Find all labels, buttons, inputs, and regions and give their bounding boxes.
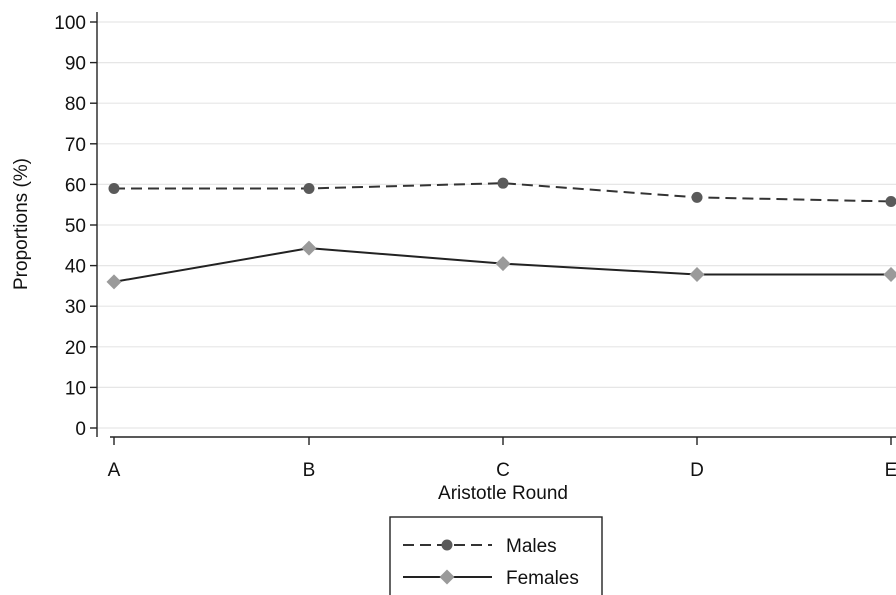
point-males-4	[885, 195, 896, 207]
y-tick-label: 20	[65, 338, 86, 359]
y-tick-label: 60	[65, 175, 86, 196]
point-females-2	[495, 256, 511, 272]
x-tick-label: C	[496, 460, 510, 481]
series-layer	[106, 177, 896, 290]
y-tick-label: 40	[65, 257, 86, 278]
y-tick-label: 30	[65, 297, 86, 318]
x-tick-label: D	[690, 460, 704, 481]
y-axis-title: Proportions (%)	[11, 158, 32, 290]
y-tick-label: 0	[75, 419, 86, 440]
y-tick-label: 70	[65, 135, 86, 156]
y-tick-label: 90	[65, 54, 86, 75]
legend-box	[389, 516, 603, 595]
x-axis-title: Aristotle Round	[438, 483, 568, 504]
legend: Males Females	[389, 516, 603, 595]
point-males-1	[303, 182, 315, 194]
point-females-legend	[439, 569, 455, 585]
y-tick-label: 80	[65, 94, 86, 115]
y-tick-label: 10	[65, 378, 86, 399]
point-females-1	[301, 240, 317, 256]
y-tick-label: 100	[54, 13, 86, 34]
point-males-3	[691, 191, 703, 203]
x-tick-label: A	[108, 460, 121, 481]
series-line-males	[114, 182, 892, 203]
point-males-2	[497, 177, 509, 189]
point-females-0	[106, 274, 122, 290]
point-females-4	[883, 267, 896, 283]
y-tick-label: 50	[65, 216, 86, 237]
x-tick-label: E	[885, 460, 896, 481]
x-tick-label: B	[303, 460, 316, 481]
point-males-legend	[441, 539, 453, 551]
axes: 0 10 20 30 40 50 60 70 80 90 100 A B C D E	[54, 12, 896, 481]
gridlines	[97, 21, 896, 429]
point-males-0	[108, 182, 120, 194]
legend-label-females: Females	[506, 568, 579, 589]
legend-label-males: Males	[506, 536, 557, 557]
point-females-3	[689, 267, 705, 283]
